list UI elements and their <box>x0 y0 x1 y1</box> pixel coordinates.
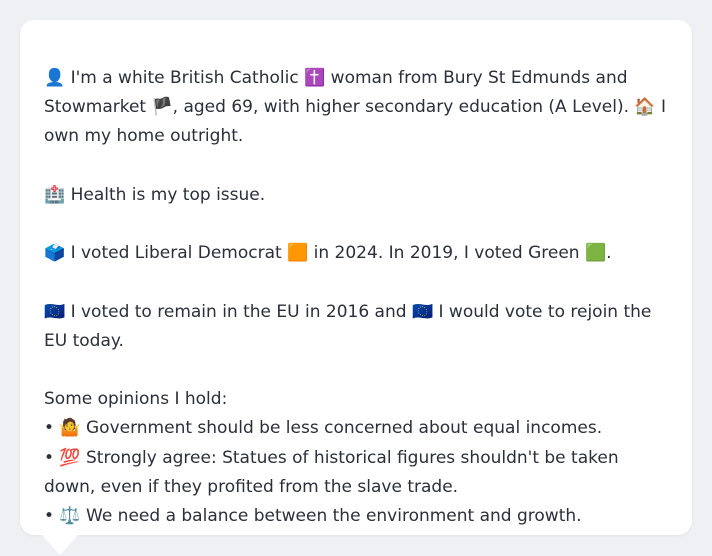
opinion-item: • 💯 Strongly agree: Statues of historica… <box>44 447 619 497</box>
opinions-heading: Some opinions I hold: <box>44 389 228 410</box>
eu-text: 🇪🇺 I voted to remain in the EU in 2016 a… <box>44 301 652 351</box>
identity-text: 👤 I'm a white British Catholic ✝️ woman … <box>44 68 666 147</box>
bubble-tail <box>41 534 79 555</box>
profile-message-bubble: 👤 I'm a white British Catholic ✝️ woman … <box>20 20 692 535</box>
opinion-item: • ⚖️ We need a balance between the envir… <box>44 505 582 526</box>
top-issue-text: 🏥 Health is my top issue. <box>44 184 266 205</box>
opinion-item: • 🤷 Government should be less concerned … <box>44 418 603 439</box>
votes-text: 🗳️ I voted Liberal Democrat 🟧 in 2024. I… <box>44 243 612 264</box>
